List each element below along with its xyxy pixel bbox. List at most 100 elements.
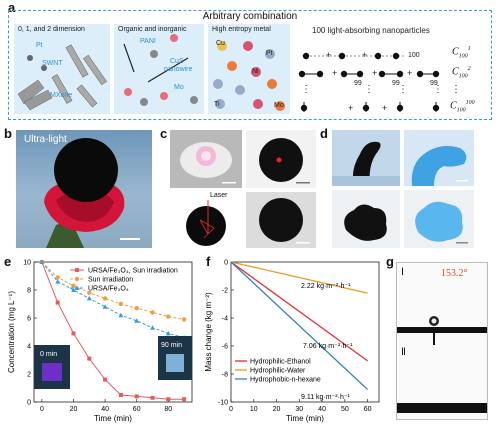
photo-c2 [246, 130, 316, 188]
y-tick-label: -8 [222, 372, 228, 379]
rate-ethanol: 7.06 kg·m⁻²·h⁻¹ [303, 343, 353, 350]
entropy-heading: High entropy metal [212, 26, 271, 33]
data-point [55, 275, 60, 280]
blue-foam-bending [411, 146, 468, 186]
photo-d2 [404, 130, 474, 186]
x-tick-label: 10 [250, 406, 258, 413]
data-point [71, 283, 76, 288]
x-tick-label: 40 [318, 406, 326, 413]
panel-a-title: Arbitrary combination [202, 11, 298, 22]
legend-label: URSA/Fe₃O₄, Sun irradiation [88, 268, 178, 275]
entropy-subpanel: High entropy metal Cu Pt Ni Ti Mo [208, 24, 290, 114]
photo-g: Ⅰ Ⅱ 153.2° [396, 262, 488, 420]
data-point [134, 394, 139, 399]
photo-d3 [332, 190, 400, 248]
dimension-heading: 0, 1, and 2 dimension [18, 26, 85, 33]
x-tick-label: 20 [70, 406, 78, 413]
data-point [55, 300, 60, 305]
x-tick-label: 80 [164, 406, 172, 413]
label-pt-metal: Pt [266, 50, 273, 57]
label-mo: Mo [174, 84, 184, 91]
x-tick-label: 60 [133, 406, 141, 413]
data-point [134, 306, 139, 311]
contact-angle-value: 153.2° [441, 268, 468, 279]
label-pani: PANI [140, 38, 156, 45]
chart-e: 0 20 40 60 80 0 2 4 6 8 10 Time (min) Concentration … [7, 259, 193, 423]
y-tick-label: 0 [224, 260, 228, 267]
series-line [230, 261, 368, 362]
y-tick-label: 6 [27, 316, 31, 323]
photo-c4 [246, 192, 316, 248]
label-99c: 99 [430, 80, 438, 87]
label-100: 100 [408, 52, 420, 59]
legend-label: URSA/Fe₃O₄ [88, 286, 129, 293]
vdots-4: ⋮ [433, 84, 443, 95]
data-point [71, 287, 76, 292]
series-line [41, 261, 185, 400]
vdots-2: ⋮ [364, 84, 374, 95]
vial-purple [42, 363, 62, 381]
label-ni: Ni [252, 68, 259, 75]
blue-foam-shape [415, 201, 468, 244]
data-point [86, 295, 92, 301]
y-tick-label: -2 [222, 288, 228, 295]
y-tick-label: -10 [218, 400, 228, 407]
x-tick-label: 50 [341, 406, 349, 413]
data-point [102, 304, 108, 309]
photo-c1 [170, 130, 242, 188]
data-point [103, 377, 108, 382]
dimension-subpanel: 0, 1, and 2 dimension Pt SWNT MXene [14, 24, 110, 114]
vdots-1: ⋮ [301, 84, 311, 95]
black-foam-shape [344, 204, 387, 241]
vdots-3: ⋮ [398, 84, 408, 95]
legend-marker [75, 268, 79, 272]
y-tick-label: -4 [222, 316, 228, 323]
ultralight-photo: Ultra-light [16, 130, 152, 248]
label-swnt: SWNT [42, 60, 63, 67]
y-axis-label: Concentration (mg L⁻¹) [7, 291, 16, 373]
data-point [118, 301, 124, 307]
photo-d4 [404, 190, 474, 248]
inset-90min-label: 90 min [161, 342, 183, 349]
panel-f-letter: f [206, 254, 211, 269]
label-ti: Ti [214, 101, 220, 108]
panel-a-frame [8, 10, 492, 120]
panel-a-letter: a [8, 0, 16, 15]
panel-c-letter: c [160, 126, 168, 141]
legend-marker [74, 276, 80, 282]
x-tick-label: 40 [101, 406, 109, 413]
data-point [87, 290, 92, 295]
panel-b-letter: b [4, 126, 12, 141]
inset-0min: 0 min [34, 345, 70, 389]
plot-frame [230, 261, 380, 403]
laser-schematic [186, 200, 226, 246]
organic-illustration [123, 34, 198, 106]
label-cu: Cu [216, 40, 225, 47]
vial-clear [166, 354, 184, 372]
data-point [150, 310, 155, 315]
rate-water: 2.22 kg·m⁻²·h⁻¹ [301, 283, 351, 290]
inset-90min: 90 min [158, 336, 192, 380]
plus-r1b: + [362, 50, 368, 60]
legend-label: Hydrophilic-Water [250, 368, 306, 375]
x-tick-label: 0 [40, 406, 44, 413]
data-point [55, 279, 61, 284]
label-roman-2: Ⅱ [401, 347, 406, 358]
x-tick-label: 60 [364, 406, 372, 413]
formula-c2: C1002 [452, 66, 471, 80]
data-point [39, 259, 45, 264]
label-pt: Pt [36, 42, 43, 49]
laser-spot-white [180, 142, 236, 184]
series-line [41, 261, 185, 320]
y-tick-label: -6 [222, 344, 228, 351]
data-point [71, 331, 76, 336]
label-mxene: MXene [50, 92, 73, 99]
rate-hexane: 9.11 kg·m⁻²·h⁻¹ [301, 394, 351, 401]
x-tick-label: 30 [295, 406, 303, 413]
legend-label: Sun irradiation [88, 277, 133, 284]
data-point [166, 314, 171, 319]
dimension-illustration [17, 44, 107, 111]
photo-d1 [332, 130, 400, 186]
data-point [118, 312, 124, 318]
chart-f: 0 10 20 30 40 50 60 0 -2 -4 -6 -8 -10 Time (min) Mass … [205, 260, 380, 423]
